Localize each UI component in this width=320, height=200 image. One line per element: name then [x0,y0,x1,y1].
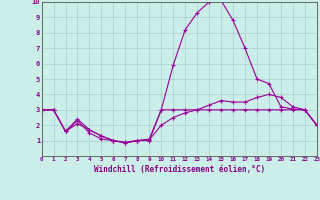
X-axis label: Windchill (Refroidissement éolien,°C): Windchill (Refroidissement éolien,°C) [94,165,265,174]
